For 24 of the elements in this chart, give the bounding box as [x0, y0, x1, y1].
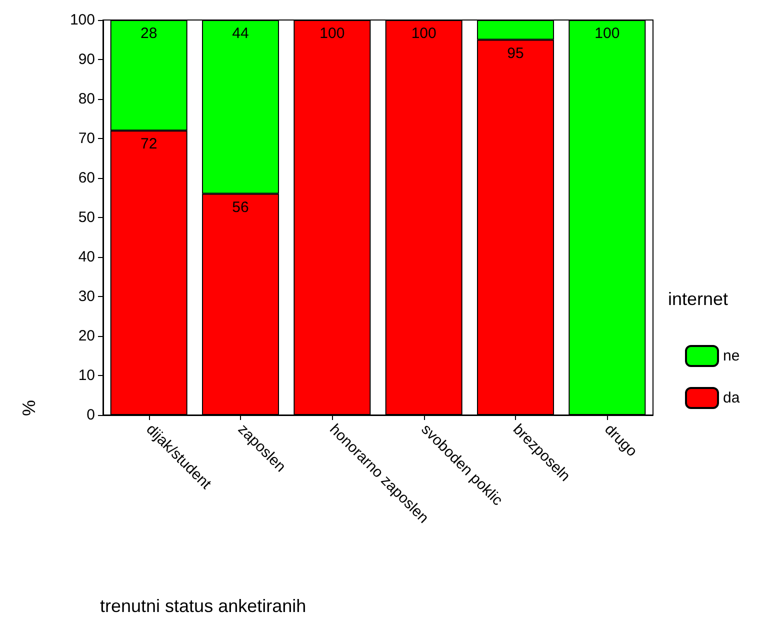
y-tick-label: 80: [78, 90, 95, 108]
y-tick-label: 0: [86, 406, 95, 424]
data-label: 56: [232, 198, 249, 216]
y-tick-label: 60: [78, 170, 95, 186]
y-axis-title: %: [19, 400, 39, 416]
legend-label: ne: [723, 348, 740, 364]
y-tick-label: 70: [78, 130, 95, 147]
y-tick-label: 100: [70, 12, 95, 28]
y-tick-label: 90: [78, 51, 95, 68]
data-label: 100: [594, 25, 620, 42]
data-label: 100: [320, 25, 345, 42]
data-label: 28: [140, 25, 158, 42]
y-tick-label: 50: [78, 209, 95, 226]
x-axis-title: trenutni status anketiranih: [100, 596, 306, 616]
legend-label: da: [723, 390, 740, 406]
data-label: 44: [232, 25, 249, 42]
y-tick-label: 20: [78, 328, 95, 344]
data-label: 72: [140, 136, 158, 153]
y-tick-label: 10: [78, 367, 95, 384]
y-tick-label: 40: [78, 248, 95, 266]
data-label: 100: [411, 25, 436, 42]
legend-title: internet: [668, 289, 728, 309]
y-tick-label: 30: [78, 288, 95, 305]
data-label: 95: [507, 44, 524, 62]
